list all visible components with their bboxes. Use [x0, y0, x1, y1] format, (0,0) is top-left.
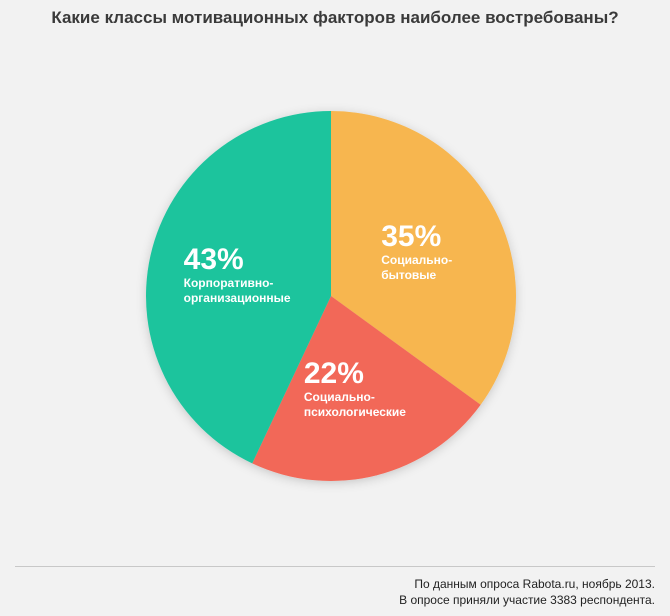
- category-label: Социально- бытовые: [381, 253, 453, 283]
- value-label: 22%: [303, 357, 364, 391]
- slice-label: 22% Социально- психологические: [304, 358, 406, 420]
- pie: [146, 110, 517, 481]
- pie-slice: [146, 110, 331, 464]
- value-label: 35%: [381, 220, 442, 254]
- pie-slice: [252, 296, 481, 481]
- pie-slice: [331, 111, 517, 405]
- divider: [15, 566, 655, 567]
- slice-label: 35% Социально- бытовые: [381, 221, 452, 283]
- category-label: Социально- психологические: [303, 390, 406, 420]
- value-label: 43%: [183, 243, 244, 276]
- chart-title: Какие классы мотивационных факторов наиб…: [51, 8, 619, 27]
- category-label: Корпоративно- организационные: [183, 276, 291, 305]
- source-line: В опросе приняли участие 3383 респондент…: [399, 593, 655, 607]
- slice-label: 43% Корпоративно- организационные: [184, 244, 291, 306]
- source-note: По данным опроса Rabota.ru, ноябрь 2013.…: [399, 576, 655, 608]
- source-line: По данным опроса Rabota.ru, ноябрь 2013.: [414, 577, 655, 591]
